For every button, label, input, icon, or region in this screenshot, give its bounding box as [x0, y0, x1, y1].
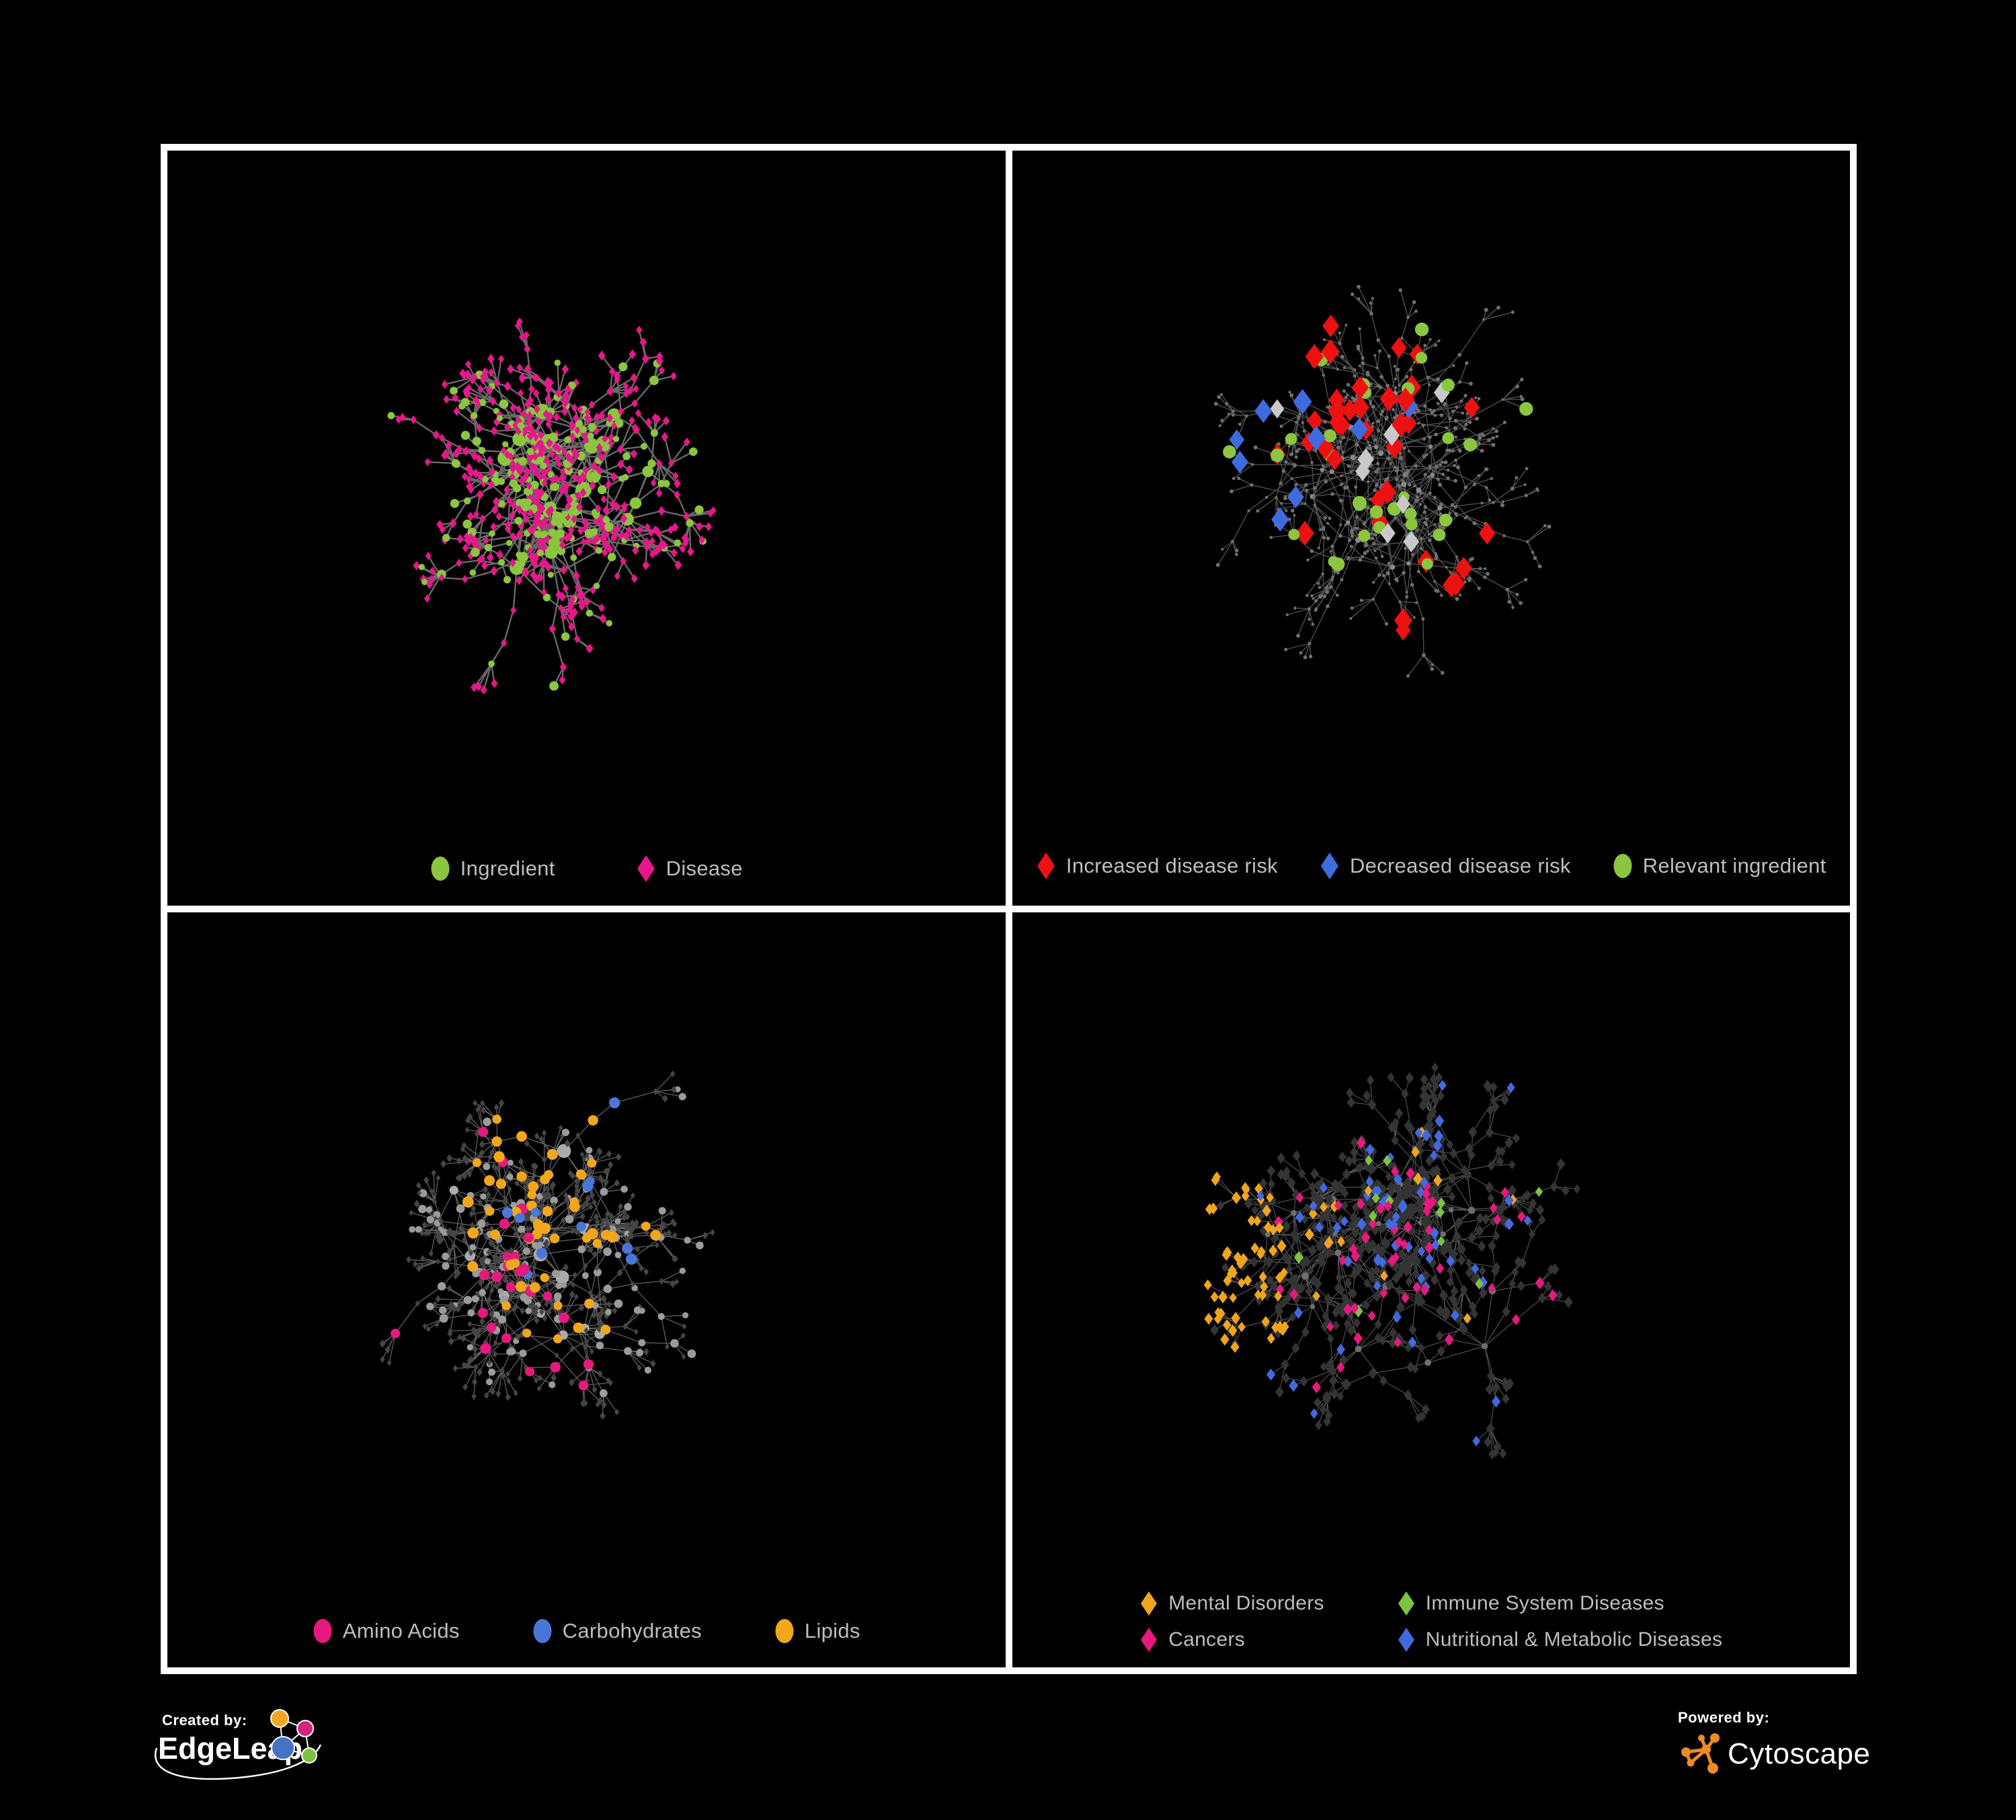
immune-system-diseases-diamond-icon — [1398, 1591, 1414, 1616]
disease-category-legend: Mental Disorders Immune System Diseases … — [1012, 1591, 1851, 1653]
ingredient-disease-legend: Ingredient Disease — [167, 855, 1006, 883]
cancers-diamond-icon — [1141, 1628, 1158, 1652]
legend-item-immune-system-diseases: Immune System Diseases — [1397, 1591, 1722, 1616]
panel-ingredient-disease: Ingredient Disease — [167, 151, 1006, 906]
powered-by-label: Powered by: — [1678, 1709, 1770, 1726]
legend-item-label: Amino Acids — [342, 1619, 460, 1643]
cytoscape-wordmark: Cytoscape — [1728, 1737, 1871, 1770]
legend-item-label: Increased disease risk — [1065, 854, 1278, 877]
legend-item-relevant-ingredient: Relevant ingredient — [1613, 853, 1826, 879]
ingredient-circle-icon — [431, 857, 450, 881]
legend-item-increased-risk: Increased disease risk — [1036, 852, 1278, 880]
legend-item-label: Mental Disorders — [1168, 1592, 1324, 1614]
increased-risk-diamond-icon — [1037, 853, 1055, 879]
amino-acids-circle-icon — [313, 1619, 332, 1643]
relevant-ingredient-circle-icon — [1613, 854, 1632, 878]
legend-item-label: Carbohydrates — [562, 1619, 702, 1643]
legend-item-label: Lipids — [804, 1619, 860, 1643]
legend-item-carbohydrates: Carbohydrates — [532, 1618, 702, 1645]
disease-category-network-graph — [1203, 1062, 1580, 1460]
disease-risk-legend: Increased disease risk Decreased disease… — [1012, 852, 1851, 880]
cytoscape-credit: Powered by: — [1678, 1709, 1870, 1776]
mental-disorders-diamond-icon — [1141, 1591, 1158, 1616]
legend-item-label: Cancers — [1168, 1628, 1246, 1651]
legend-item-ingredient: Ingredient — [430, 855, 555, 882]
edgeleap-pink-node-icon — [296, 1720, 314, 1737]
legend-item-lipids: Lipids — [774, 1618, 860, 1645]
panel-disease-categories: Mental Disorders Immune System Diseases … — [1012, 912, 1851, 1667]
legend-item-disease: Disease — [636, 855, 743, 883]
cytoscape-brand-row: Cytoscape — [1678, 1732, 1870, 1776]
lipids-circle-icon — [775, 1619, 794, 1643]
nutritional-metabolic-diseases-diamond-icon — [1398, 1628, 1414, 1652]
panel-nutrient-classes: Amino Acids Carbohydrates Lipids — [167, 912, 1006, 1667]
legend-item-mental-disorders: Mental Disorders — [1139, 1591, 1324, 1616]
legend-item-label: Relevant ingredient — [1642, 854, 1826, 877]
panel-disease-risk: Increased disease risk Decreased disease… — [1012, 151, 1851, 906]
legend-item-label: Decreased disease risk — [1349, 854, 1571, 877]
legend-item-label: Ingredient — [460, 857, 555, 880]
edgeleap-credit: Created by: EdgeLeap — [155, 1709, 322, 1780]
legend-item-decreased-risk: Decreased disease risk — [1320, 852, 1571, 880]
legend-item-label: Nutritional & Metabolic Diseases — [1425, 1628, 1723, 1651]
edgeleap-orange-node-icon — [270, 1709, 289, 1728]
carbohydrates-circle-icon — [533, 1619, 552, 1643]
legend-item-label: Immune System Diseases — [1425, 1592, 1664, 1614]
ingredient-disease-network-graph — [387, 317, 717, 695]
edgeleap-blue-node-icon — [271, 1736, 295, 1760]
cytoscape-logo-icon — [1681, 1733, 1720, 1774]
disease-diamond-icon — [637, 855, 655, 882]
legend-item-cancers: Cancers — [1139, 1627, 1324, 1653]
disease-risk-network-graph — [1213, 284, 1551, 678]
edgeleap-logo — [270, 1709, 317, 1764]
network-panels-grid: Ingredient Disease Increased disease — [161, 144, 1857, 1674]
edgeleap-green-node-icon — [301, 1747, 317, 1764]
created-by-label: Created by: — [162, 1712, 247, 1729]
decreased-risk-diamond-icon — [1320, 853, 1338, 879]
legend-item-label: Disease — [666, 857, 743, 880]
nutrient-class-legend: Amino Acids Carbohydrates Lipids — [167, 1618, 1006, 1645]
legend-item-amino-acids: Amino Acids — [313, 1618, 460, 1645]
nutrient-class-network-graph — [379, 1070, 715, 1420]
legend-item-nutritional-metabolic-diseases: Nutritional & Metabolic Diseases — [1397, 1627, 1722, 1653]
